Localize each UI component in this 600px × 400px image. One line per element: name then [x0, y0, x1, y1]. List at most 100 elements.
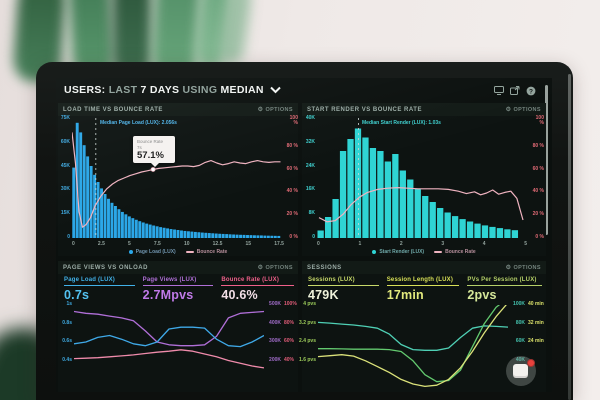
load-time-histogram-chart[interactable]	[72, 118, 284, 238]
y-axis-right: 100 % 80 % 60 % 40 % 20 % 0 %	[530, 116, 544, 240]
metric-pvs-per-session: PVs Per Session (LUX) 2pvs	[467, 277, 542, 302]
axis-tick: 8K	[308, 210, 315, 217]
y-axis-left: 40K 32K 24K 16K 8K 0	[302, 116, 315, 240]
axis-tick-row: 100K 40 min	[513, 301, 544, 307]
axis-tick: 60 %	[286, 165, 298, 172]
axis-tick: 2.5	[97, 241, 105, 247]
axis-tick: 4	[482, 241, 486, 247]
axis-tick: 10	[183, 241, 190, 247]
metric-session-length: Session Length (LUX) 17min	[386, 277, 460, 302]
axis-tick: 0	[72, 241, 75, 247]
axis-tick: 80 %	[532, 142, 544, 149]
axis-tick: 5	[127, 241, 131, 247]
axis-tick: 0 %	[535, 233, 544, 240]
metric-row: Sessions (LUX) 479K Session Length (LUX)…	[308, 277, 542, 302]
y-axis-right: 100 % 80 % 60 % 40 % 20 % 0 %	[285, 116, 298, 240]
axis-tick: 3.2 pvs	[299, 319, 316, 326]
y-axis-left: 4 pvs 3.2 pvs 2.4 pvs 1.6 pvs	[299, 301, 316, 364]
notification-badge	[527, 359, 535, 367]
axis-tick: 7.5	[153, 241, 161, 247]
panel-title: SESSIONS	[307, 264, 342, 271]
axis-tick: 100 %	[535, 115, 544, 126]
x-axis: 0 2.5 5 7.5 10 12.5 15 17.5	[72, 241, 284, 247]
axis-tick: 32K	[305, 138, 315, 145]
axis-tick: 20 %	[286, 211, 298, 218]
legend-item: Start Render (LUX)	[372, 249, 424, 255]
header-days-label: 7 DAYS	[140, 84, 180, 96]
axis-tick: 1.6 pvs	[299, 356, 316, 363]
display-icon[interactable]	[494, 86, 504, 95]
axis-tick: 0	[312, 233, 315, 240]
page-views-line-chart[interactable]	[74, 305, 264, 391]
options-button[interactable]: ⚙ OPTIONS	[505, 265, 541, 271]
y-axis-left: 1s 0.8s 0.6s 0.4s	[58, 302, 72, 364]
median-page-load-label: Median Page Load (LUX): 2.056s	[100, 120, 177, 126]
axis-tick: 60K	[60, 138, 70, 145]
axis-tick-row: 200K 40%	[269, 356, 295, 363]
axis-tick: 5	[524, 241, 527, 247]
axis-tick-row: 300K 60%	[269, 338, 295, 344]
sessions-line-chart[interactable]	[318, 305, 508, 391]
y-axis-left: 75K 60K 45K 30K 15K 0	[58, 116, 70, 240]
axis-tick: 40K	[305, 115, 315, 121]
gear-icon: ⚙	[505, 107, 512, 113]
panel-load-time-vs-bounce-rate: LOAD TIME VS BOUNCE RATE ⚙ OPTIONS 75K 60K…	[58, 103, 298, 256]
axis-tick: 60 %	[532, 165, 544, 172]
metric-page-load: Page Load (LUX) 0.7s	[64, 277, 135, 302]
axis-tick: 15K	[60, 210, 70, 217]
laptop-bezel-edge	[568, 74, 571, 400]
axis-tick: 17.5	[274, 241, 284, 247]
legend-line-swatch	[434, 251, 443, 253]
axis-tick: 1s	[66, 301, 72, 307]
chart-legend: Page Load (LUX) Bounce Rate	[58, 249, 298, 255]
dashboard-screen: USERS: LAST 7 DAYS USING MEDIAN ? LOAD T…	[56, 78, 552, 392]
header-median-label: MEDIAN	[220, 84, 264, 96]
gear-icon: ⚙	[257, 265, 264, 271]
panel-sessions: SESSIONS ⚙ OPTIONS Sessions (LUX) 479K Se…	[299, 261, 546, 392]
header-last-label: LAST	[108, 84, 138, 96]
axis-tick: 16K	[305, 186, 315, 193]
panel-title: PAGE VIEWS VS ONLOAD	[63, 264, 148, 271]
axis-tick: 0.4s	[62, 356, 72, 363]
bounce-rate-tooltip: Bounce Rate 7s 57.1%	[133, 136, 175, 167]
x-axis: 0 1 2 3 4 5	[317, 241, 527, 247]
axis-tick: 20 %	[532, 211, 544, 218]
axis-tick: 15	[245, 241, 252, 247]
axis-tick: 0 %	[289, 233, 298, 240]
options-button[interactable]: ⚙ OPTIONS	[257, 107, 293, 113]
axis-tick: 0	[67, 233, 70, 240]
axis-tick-row: 40K	[515, 356, 525, 363]
panel-start-render-vs-bounce-rate: START RENDER VS BOUNCE RATE ⚙ OPTIONS 40K…	[302, 103, 546, 256]
y-axis-right: 100K 40 min 80K 32 min 60K 24 min 40K	[510, 302, 544, 364]
panel-page-views-vs-onload: PAGE VIEWS VS ONLOAD ⚙ OPTIONS Page Load …	[58, 261, 298, 392]
options-button[interactable]: ⚙ OPTIONS	[505, 107, 541, 113]
axis-tick: 4 pvs	[303, 301, 316, 307]
users-range-dropdown[interactable]: USERS: LAST 7 DAYS USING MEDIAN	[64, 84, 281, 96]
scrollbar[interactable]	[545, 85, 548, 235]
gear-icon: ⚙	[257, 107, 264, 113]
axis-tick: 0.6s	[62, 338, 72, 344]
share-icon[interactable]	[510, 86, 520, 95]
svg-text:?: ?	[529, 88, 533, 95]
axis-tick: 2	[399, 241, 403, 247]
start-render-histogram-chart[interactable]	[317, 118, 527, 238]
options-button[interactable]: ⚙ OPTIONS	[257, 265, 293, 271]
axis-tick: 80 %	[286, 142, 298, 149]
axis-tick: 40 %	[532, 188, 544, 195]
help-icon[interactable]: ?	[526, 86, 536, 96]
axis-tick: 2.4 pvs	[299, 338, 316, 344]
metric-page-views: Page Views (LUX) 2.7Mpvs	[142, 277, 214, 302]
axis-tick: 75K	[60, 115, 70, 121]
metric-bounce-rate: Bounce Rate (LUX) 40.6%	[221, 277, 294, 302]
gear-icon: ⚙	[505, 265, 512, 271]
note-sheet-icon	[513, 364, 528, 378]
axis-tick: 0	[317, 241, 320, 247]
legend-dot-swatch	[128, 250, 133, 254]
chart-legend: Start Render (LUX) Bounce Rate	[302, 249, 546, 255]
legend-line-swatch	[185, 251, 194, 253]
notification-icon[interactable]	[506, 356, 536, 386]
legend-item: Bounce Rate	[185, 249, 227, 255]
axis-tick: 24K	[305, 162, 315, 169]
chevron-down-icon[interactable]	[270, 86, 281, 94]
axis-tick-row: 500K 100%	[269, 301, 297, 307]
